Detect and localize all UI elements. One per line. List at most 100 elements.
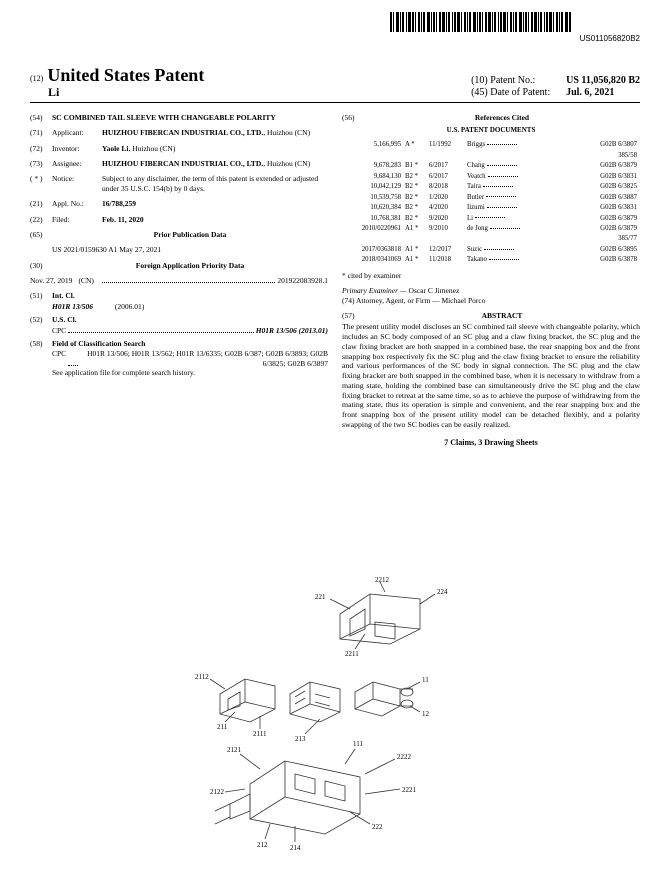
ref-row: 10,620,384B2 *4/2020IizumiG02B 6/3831 [344,204,638,212]
f73-label: Assignee: [52,159,102,168]
field-52: (52)U.S. Cl. CPCH01R 13/506 (2013.01) [30,315,328,335]
refs-subtitle: U.S. PATENT DOCUMENTS [342,126,640,135]
f52-num: (52) [30,315,52,324]
fig-label: 2122 [210,788,225,796]
f58-row: CPC H01R 13/506; H01R 13/562; H01R 13/633… [52,349,328,368]
f58-note: See application file for complete search… [52,368,328,377]
ref-row: 2018/0341069A1 *11/2018TakanoG02B 6/3878 [344,256,638,264]
fnotice-val: Subject to any disclaimer, the term of t… [102,174,328,193]
fig-label: 12 [422,710,430,718]
f58-val: H01R 13/506; H01R 13/562; H01R 13/6335; … [80,349,328,368]
f72-num: (72) [30,144,52,153]
barcode-block: US011056820B2 [390,12,640,44]
f71-label: Applicant: [52,128,102,137]
f22-val: Feb. 11, 2020 [102,215,328,224]
f30-val: 201922083928.1 [277,276,328,285]
field-51: (51)Int. Cl. H01R 13/506 (2006.01) [30,291,328,311]
ref-row: 5,166,995A *11/1992BriggsG02B 6/3807 [344,141,638,149]
fig-label: 11 [422,676,429,684]
fig-label: 111 [353,740,363,748]
f30-cc: (CN) [78,276,93,285]
f22-num: (22) [30,215,52,224]
f73-val: HUIZHOU FIBERCAN INDUSTRIAL CO., LTD., H… [102,159,328,168]
patent-date-label: (45) Date of Patent: [471,87,566,99]
fig-label: 222 [372,823,383,831]
f51-row: H01R 13/506 (2006.01) [52,302,328,311]
f71-val: HUIZHOU FIBERCAN INDUSTRIAL CO., LTD., H… [102,128,328,137]
header-num: (12) [30,74,43,84]
barcode-bars [390,12,640,32]
f30-num: (30) [30,261,52,270]
fig-label: 214 [290,844,301,852]
f51-code: H01R 13/506 [52,302,93,311]
ref-row: 10,042,129B2 *8/2018TairaG02B 6/3825 [344,183,638,191]
ref-row: 9,684,130B2 *6/2017VeatchG02B 6/3831 [344,173,638,181]
fig-label: 2211 [345,650,359,658]
ref-row: 2010/0220961A1 *9/2010de JongG02B 6/3879 [344,225,638,233]
f52-row: CPCH01R 13/506 (2013.01) [52,326,328,335]
field-58: (58)Field of Classification Search CPC H0… [30,339,328,378]
f65-num: (65) [30,230,52,239]
f71-name: HUIZHOU FIBERCAN INDUSTRIAL CO., LTD. [102,128,263,137]
agent-line: (74) Attorney, Agent, or Firm — Michael … [342,296,640,305]
f51-year: (2006.01) [115,302,144,311]
f56-title: References Cited [364,113,640,122]
f72-name: Yaole Li [102,144,128,153]
patent-no-label: (10) Patent No.: [471,75,566,87]
field-72: (72) Inventor: Yaole Li, Huizhou (CN) [30,144,328,153]
ref-row: 385/58 [344,152,638,160]
fig-label: 2222 [397,753,412,761]
f52-val: H01R 13/506 (2013.01) [256,326,328,335]
header-right: (10) Patent No.:US 11,056,820 B2 (45) Da… [471,75,640,99]
ref-row: 2017/0363818A1 *12/2017SuzicG02B 6/3895 [344,246,638,254]
ref-row: 10,768,381B2 *9/2020LiG02B 6/3879 [344,215,638,223]
dots [102,276,276,283]
abstract-text: The present utility model discloses an S… [342,322,640,429]
dots [68,326,254,333]
f52-label: U.S. Cl. [52,315,328,324]
dots [68,349,78,366]
f58-num: (58) [30,339,52,348]
f21-label: Appl. No.: [52,199,102,208]
f58-label: Field of Classification Search [52,339,328,348]
header-sub: Li [48,85,204,99]
agent-name: Michael Porco [442,296,486,305]
agent-label: (74) Attorney, Agent, or Firm — [342,296,442,305]
ref-row: 9,678,283B1 *6/2017ChangG02B 6/3879 [344,162,638,170]
fig-label: 212 [257,841,268,849]
fnotice-num: ( * ) [30,174,52,193]
f73-num: (73) [30,159,52,168]
f72-loc: , Huizhou (CN) [128,144,175,153]
ref-row: 385/77 [344,235,638,243]
fig-label: 224 [437,588,448,596]
barcode-text: US011056820B2 [390,34,640,44]
f54-num: (54) [30,113,52,122]
f72-val: Yaole Li, Huizhou (CN) [102,144,328,153]
left-column: (54) SC COMBINED TAIL SLEEVE WITH CHANGE… [30,113,328,448]
f73-name: HUIZHOU FIBERCAN INDUSTRIAL CO., LTD. [102,159,263,168]
f65-val: US 2021/0159630 A1 May 27, 2021 [52,245,328,254]
f72-label: Inventor: [52,144,102,153]
fig-label: 2121 [227,746,242,754]
field-notice: ( * ) Notice: Subject to any disclaimer,… [30,174,328,193]
f30-date: Nov. 27, 2019 [30,276,72,285]
body-columns: (54) SC COMBINED TAIL SLEEVE WITH CHANGE… [30,113,640,448]
cited-note: * cited by examiner [342,271,640,280]
ref-row: 10,539,758B2 *1/2020ButlerG02B 6/3887 [344,194,638,202]
examiner-line: Primary Examiner — Oscar C Jimenez [342,286,640,295]
field-65: (65)Prior Publication Data US 2021/01596… [30,230,328,255]
header-title: United States Patent [47,65,204,87]
field-30: (30)Foreign Application Priority Data No… [30,261,328,286]
f73-loc: , Huizhou (CN) [263,159,310,168]
header-row: (12) United States Patent Li (10) Patent… [30,65,640,103]
f58-pre: CPC [52,349,66,368]
examiner-label: Primary Examiner — [342,286,408,295]
f71-loc: , Huizhou (CN) [263,128,310,137]
header-left: (12) United States Patent Li [30,65,204,99]
patent-no: US 11,056,820 B2 [566,75,640,87]
field-56: (56) References Cited [342,113,640,122]
fig-label: 211 [217,723,228,731]
f30-title: Foreign Application Priority Data [52,261,328,270]
field-22: (22) Filed: Feb. 11, 2020 [30,215,328,224]
f65-title: Prior Publication Data [52,230,328,239]
